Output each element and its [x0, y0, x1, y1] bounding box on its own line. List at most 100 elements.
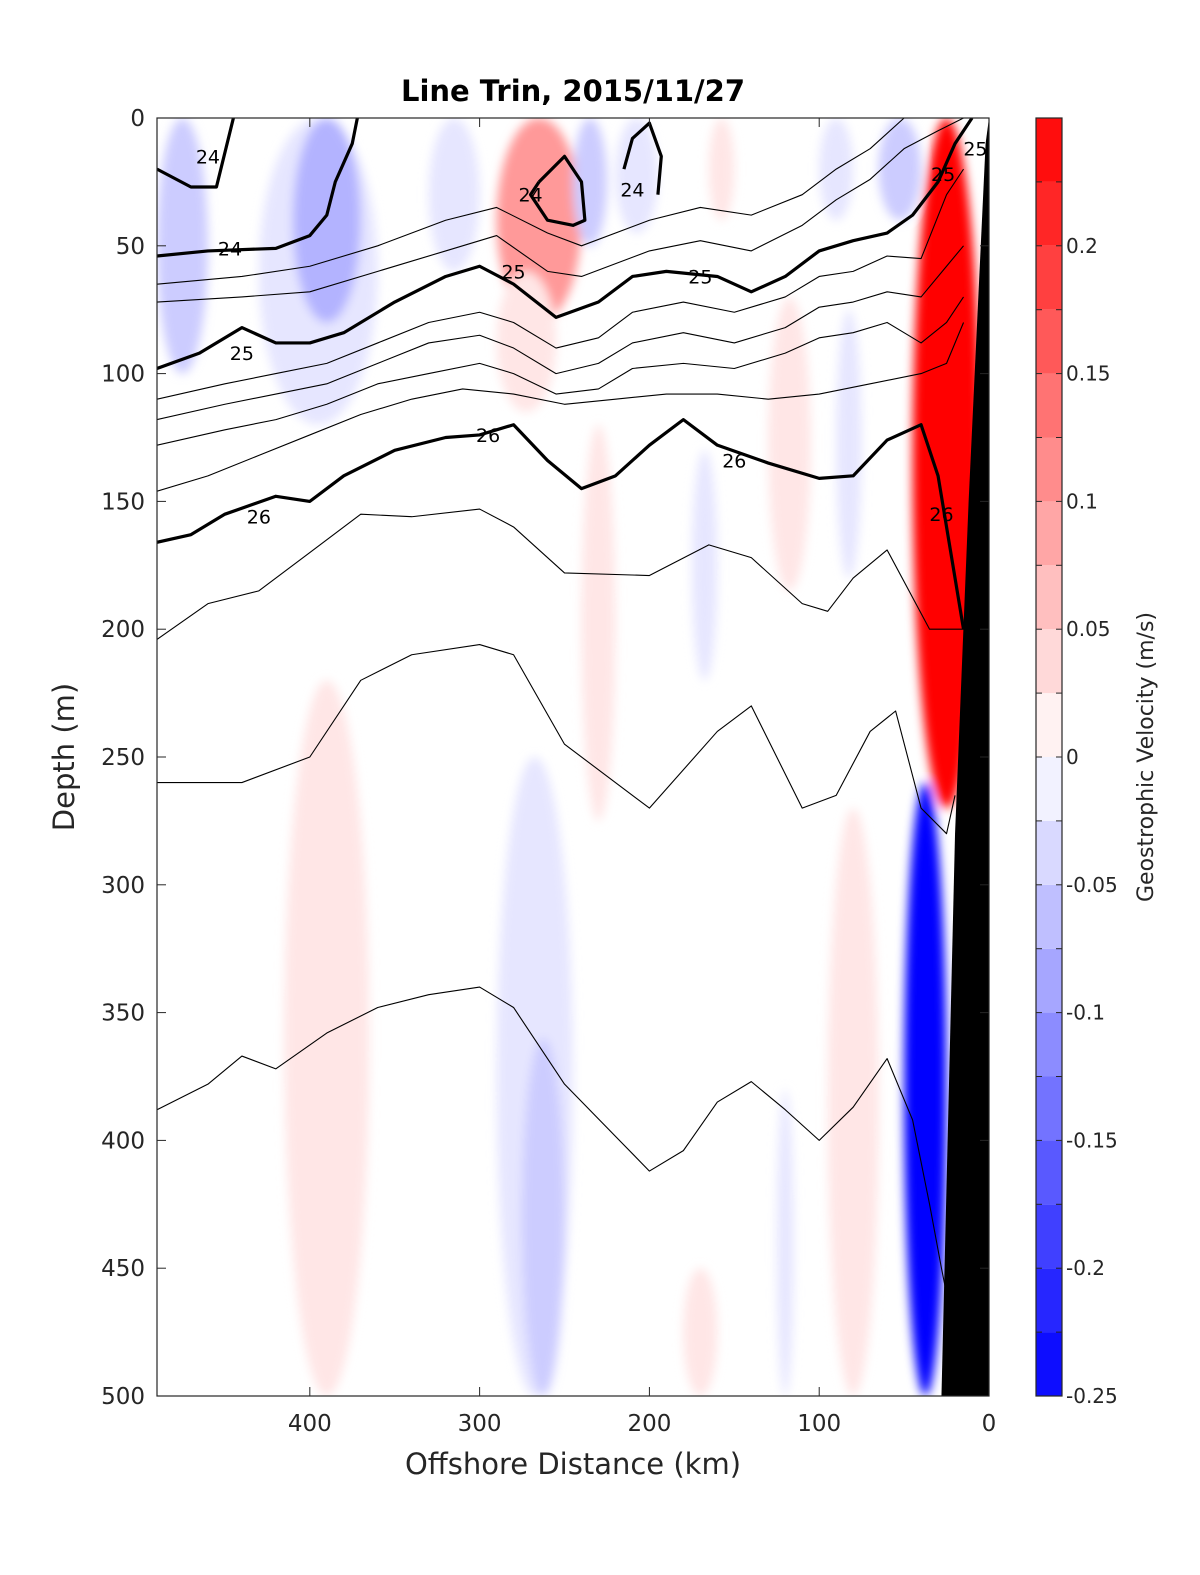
velocity-patch [776, 1089, 794, 1396]
contour-label-text: 24 [620, 180, 644, 202]
y-tick-label: 50 [116, 234, 145, 260]
y-tick-label: 300 [101, 873, 145, 899]
contour-label-text: 25 [963, 139, 987, 161]
y-tick-label: 500 [101, 1384, 145, 1410]
velocity-patch [496, 118, 582, 323]
contour-label-text: 24 [196, 146, 220, 168]
contour-label: 25 [688, 266, 712, 288]
y-tick-label: 200 [101, 617, 145, 643]
contour-label-text: 26 [722, 451, 746, 473]
velocity-patch [615, 118, 658, 234]
colorbar-segment [1036, 757, 1062, 821]
velocity-patch [827, 808, 879, 1396]
contour-label: 26 [929, 504, 953, 526]
contour-label: 25 [230, 343, 254, 365]
velocity-patch [836, 309, 862, 579]
y-tick-label: 450 [101, 1256, 145, 1282]
isopycnal-line-bold [157, 118, 235, 189]
x-tick-label: 100 [797, 1411, 841, 1437]
contour-label-text: 25 [230, 343, 254, 365]
contour-label-text: 24 [218, 238, 242, 260]
colorbar-tick-label: 0.2 [1066, 234, 1098, 258]
colorbar-segment [1036, 1012, 1062, 1077]
isopycnal-line [157, 168, 964, 400]
colorbar-segment [1036, 1204, 1062, 1269]
isopycnal-line [157, 508, 964, 640]
colorbar-tick-label: -0.15 [1066, 1128, 1118, 1152]
colorbar-segment [1036, 1076, 1062, 1141]
isopycnal-line [157, 296, 964, 446]
colorbar-segment [1036, 629, 1062, 694]
colorbar-segment [1036, 309, 1062, 374]
velocity-patch [708, 118, 735, 221]
colorbar-tick-label: 0 [1066, 745, 1079, 769]
contour-label-text: 26 [247, 507, 271, 529]
x-tick-label: 0 [982, 1411, 997, 1437]
velocity-patch [768, 296, 811, 591]
contour-label: 24 [196, 146, 220, 168]
velocity-field [157, 118, 981, 1396]
isopycnal-line [157, 118, 964, 303]
contour-label: 26 [247, 507, 271, 529]
isopycnal-line-bold [528, 154, 587, 227]
x-axis-label: Offshore Distance (km) [405, 1447, 741, 1481]
colorbar-segment [1036, 1140, 1062, 1205]
contour-label: 25 [963, 139, 987, 161]
colorbar-segment [1036, 181, 1062, 246]
colorbar-segment [1036, 373, 1062, 438]
velocity-patch [878, 118, 922, 221]
contour-label-text: 25 [688, 266, 712, 288]
velocity-patch [683, 1268, 718, 1396]
velocity-patch [581, 424, 616, 821]
seafloor-bathymetry [941, 118, 989, 1396]
colorbar-segment [1036, 118, 1062, 182]
colorbar-segment [1036, 565, 1062, 630]
contour-label-text: 25 [931, 164, 955, 186]
colorbar-tick-label: 0.1 [1066, 489, 1098, 513]
colorbar-segment [1036, 437, 1062, 502]
isopycnal-line [157, 986, 953, 1320]
y-tick-label: 400 [101, 1128, 145, 1154]
velocity-patch [284, 680, 370, 1396]
colorbar-tick-label: -0.05 [1066, 873, 1118, 897]
contour-label: 24 [620, 180, 644, 202]
y-tick-label: 150 [101, 489, 145, 515]
colorbar: 0.2 0.15 0.1 0.05 0 -0.05 -0.1 -0.15 -0.2 -0.25 [1035, 117, 1118, 1408]
y-tick-label: 100 [101, 362, 145, 388]
contour-label: 24 [218, 238, 242, 260]
contour-label-text: 26 [476, 425, 500, 447]
colorbar-tick-label: -0.1 [1066, 1001, 1105, 1025]
x-tick-label: 200 [627, 1411, 671, 1437]
contour-label-text: 24 [518, 185, 542, 207]
contour-label-text: 25 [501, 261, 525, 283]
chart-title: Line Trin, 2015/11/27 [401, 74, 745, 108]
x-tick-label: 400 [288, 1411, 332, 1437]
isopycnal-line [157, 643, 956, 835]
isopycnal-line [157, 245, 964, 421]
velocity-patch [292, 118, 361, 323]
contour-label: 24 [518, 185, 542, 207]
isopycnal-contours: 24 24 24 24 25 25 25 25 25 26 26 26 26 [157, 118, 988, 1320]
contour-label: 26 [722, 451, 746, 473]
velocity-patch [428, 118, 480, 272]
colorbar-tick-label: -0.2 [1066, 1256, 1105, 1280]
colorbar-segment [1036, 1268, 1062, 1333]
colorbar-segment [1036, 245, 1062, 310]
isopycnal-line [157, 322, 965, 492]
colorbar-segment [1036, 501, 1062, 566]
axes: 400 300 200 100 0 0 50 100 150 200 250 300 350 400 450… [101, 106, 996, 1437]
x-tick-label: 300 [458, 1411, 502, 1437]
colorbar-tick-label: 0.15 [1066, 362, 1111, 386]
y-tick-label: 0 [130, 106, 145, 132]
colorbar-segment [1036, 884, 1062, 949]
velocity-patch [691, 450, 718, 681]
y-axis-label: Depth (m) [47, 683, 81, 831]
colorbar-label: Geostrophic Velocity (m/s) [1134, 612, 1159, 902]
y-tick-label: 250 [101, 745, 145, 771]
isopycnal-line-bold [157, 118, 974, 370]
velocity-patch [904, 782, 947, 1396]
velocity-patch [573, 118, 607, 246]
contour-label: 25 [501, 261, 525, 283]
y-tick-label: 350 [101, 1001, 145, 1027]
velocity-patch [522, 1038, 565, 1396]
